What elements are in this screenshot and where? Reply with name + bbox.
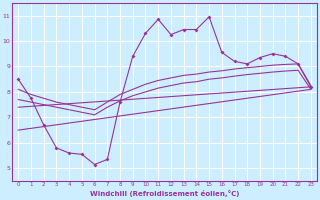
X-axis label: Windchill (Refroidissement éolien,°C): Windchill (Refroidissement éolien,°C) xyxy=(90,190,239,197)
